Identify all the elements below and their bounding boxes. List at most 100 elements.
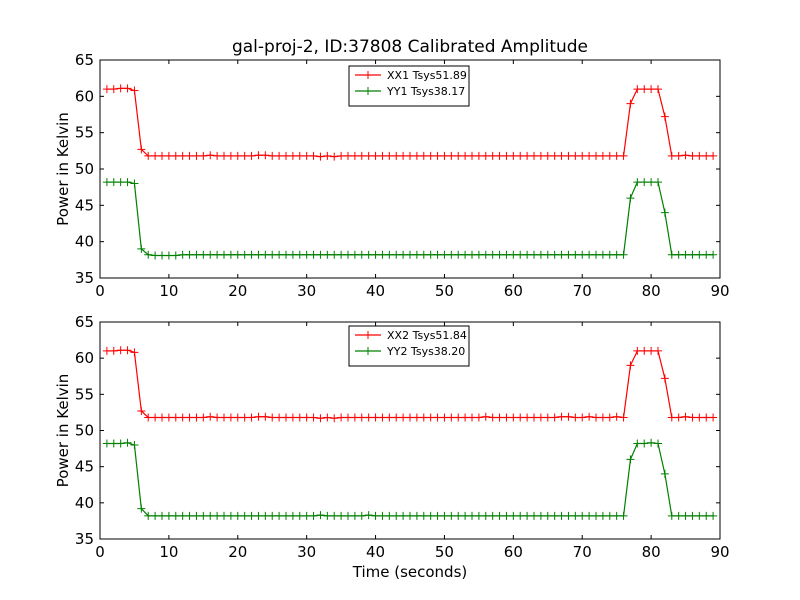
data-point: [130, 348, 139, 357]
data-point: [350, 250, 359, 259]
legend-marker: [364, 71, 372, 79]
data-point: [550, 413, 559, 422]
data-point: [123, 438, 132, 447]
data-point: [226, 413, 235, 422]
data-point: [640, 178, 649, 187]
data-point: [543, 511, 552, 520]
data-point: [109, 346, 118, 355]
data-point: [275, 511, 284, 520]
data-point: [378, 511, 387, 520]
data-point: [123, 346, 132, 355]
data-point: [240, 413, 249, 422]
data-point: [295, 413, 304, 422]
x-axis-label: Time (seconds): [352, 563, 468, 581]
data-point: [626, 194, 635, 203]
data-point: [454, 250, 463, 259]
x-tick-label: 50: [435, 282, 454, 300]
data-point: [275, 250, 284, 259]
data-point: [474, 151, 483, 160]
data-point: [530, 511, 538, 520]
data-point: [468, 413, 476, 422]
data-point: [178, 151, 187, 160]
x-tick-label: 30: [297, 282, 316, 300]
plots: 0 10 20 30 40 50 60 70 80 90 35 40 45 50 55 60 65 Power i…: [54, 51, 730, 581]
series-1: [102, 84, 718, 161]
data-point: [102, 346, 111, 355]
data-point: [681, 412, 690, 421]
data-point: [695, 511, 704, 520]
data-point: [647, 438, 656, 447]
data-point: [206, 250, 215, 259]
data-point: [220, 511, 228, 520]
data-point: [523, 250, 532, 259]
data-point: [654, 85, 662, 94]
data-point: [454, 511, 463, 520]
y-tick-label: 50: [75, 422, 94, 440]
data-point: [412, 151, 421, 160]
data-point: [171, 413, 180, 422]
data-point: [288, 151, 297, 160]
data-point: [516, 413, 525, 422]
data-point: [233, 250, 242, 259]
data-point: [233, 511, 242, 520]
data-point: [488, 151, 497, 160]
data-point: [674, 250, 683, 259]
x-tick-label: 60: [504, 543, 523, 561]
legend-marker: [364, 87, 372, 95]
data-point: [144, 250, 153, 259]
data-point: [660, 208, 669, 217]
data-point: [144, 413, 153, 422]
data-point: [337, 250, 346, 259]
data-point: [530, 151, 538, 160]
data-point: [488, 413, 497, 422]
data-point: [626, 455, 635, 464]
y-tick-label: 50: [75, 160, 94, 178]
data-point: [268, 511, 277, 520]
data-point: [592, 413, 600, 422]
data-point: [137, 244, 146, 253]
data-point: [536, 151, 545, 160]
data-point: [302, 250, 311, 259]
data-point: [206, 412, 215, 421]
y-tick-label: 60: [75, 87, 94, 105]
data-point: [654, 178, 662, 187]
data-point: [371, 250, 380, 259]
data-point: [213, 250, 222, 259]
data-point: [454, 151, 463, 160]
data-point: [371, 151, 380, 160]
data-point: [316, 152, 325, 161]
x-tick-label: 70: [573, 543, 592, 561]
data-point: [399, 413, 408, 422]
data-point: [578, 151, 587, 160]
data-point: [468, 511, 476, 520]
data-point: [316, 414, 325, 423]
data-point: [447, 151, 456, 160]
data-point: [240, 151, 249, 160]
x-tick-label: 20: [228, 543, 247, 561]
data-point: [709, 250, 718, 259]
data-point: [344, 250, 352, 259]
data-point: [158, 413, 166, 422]
data-point: [502, 250, 511, 259]
legend-label: YY1 Tsys38.17: [386, 85, 465, 98]
data-point: [144, 511, 153, 520]
data-point: [406, 151, 414, 160]
data-point: [164, 151, 173, 160]
data-point: [536, 250, 545, 259]
data-point: [419, 250, 428, 259]
legend: XX1 Tsys51.89 YY1 Tsys38.17: [348, 65, 470, 107]
y-tick-label: 40: [75, 233, 94, 251]
data-point: [116, 346, 125, 355]
data-point: [674, 511, 683, 520]
legend: XX2 Tsys51.84 YY2 Tsys38.20: [348, 325, 470, 367]
data-point: [598, 413, 607, 422]
x-tick-label: 10: [159, 282, 178, 300]
data-point: [702, 511, 711, 520]
legend-marker: [364, 347, 372, 355]
x-tick-label: 70: [573, 282, 592, 300]
data-point: [557, 250, 566, 259]
data-point: [474, 250, 483, 259]
data-point: [406, 511, 414, 520]
data-point: [488, 511, 497, 520]
